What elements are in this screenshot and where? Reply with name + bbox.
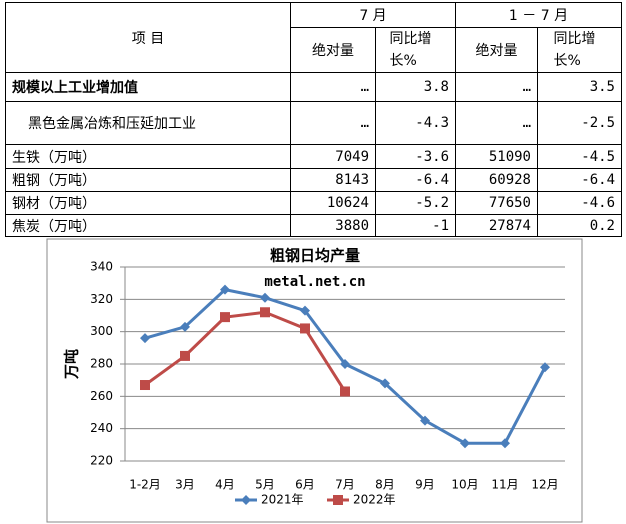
table-cell: 60928: [455, 168, 538, 192]
point: [500, 438, 510, 449]
header-column: 绝对量: [290, 27, 376, 73]
x-tick-label: 5月: [255, 478, 275, 492]
point: [260, 292, 270, 303]
table-row: 焦炭（万吨） 3880 -1 27874 0.2: [5, 214, 622, 237]
table-cell: 焦炭（万吨）: [5, 214, 291, 237]
chart-frame: [46, 238, 583, 523]
chart-subtitle: metal.net.cn: [264, 274, 365, 290]
table-row: 粗钢（万吨） 8143 -6.4 60928 -6.4: [5, 168, 622, 192]
y-tick-label: 220: [90, 454, 113, 468]
x-tick-label: 10月: [451, 478, 478, 492]
y-tick-label: 240: [90, 421, 113, 435]
header-column: 绝对量: [455, 27, 538, 73]
legend-marker: [241, 495, 251, 505]
x-tick-label: 11月: [491, 478, 518, 492]
header-column: 同比增长%: [537, 27, 622, 73]
table-cell: -3.6: [375, 144, 456, 169]
table-cell: …: [290, 101, 376, 145]
table-row: 黑色金属冶炼和压延加工业… -4.3… -2.5: [5, 101, 622, 145]
point: [180, 321, 190, 332]
table-cell: -4.3: [375, 101, 456, 145]
table-cell: 生铁（万吨）: [5, 144, 291, 169]
x-tick-label: 6月: [295, 478, 315, 492]
table-cell: 钢材（万吨）: [5, 191, 291, 215]
point: [300, 323, 310, 334]
table-cell: 77650: [455, 191, 538, 215]
chart-title: 粗钢日均产量: [270, 247, 360, 265]
table-cell: …: [455, 72, 538, 102]
y-axis-label: 万吨: [63, 349, 81, 380]
table-cell: 10624: [290, 191, 376, 215]
header-column: 同比增长%: [375, 27, 456, 73]
y-tick-label: 340: [90, 260, 113, 274]
header-item: 项 目: [5, 2, 291, 73]
table-cell: …: [290, 72, 376, 102]
series-line: [144, 310, 347, 393]
table-row: 生铁（万吨） 7049 -3.6 51090 -4.5: [5, 144, 622, 169]
x-tick-label: 7月: [335, 478, 355, 492]
table-cell: 8143: [290, 168, 376, 192]
point: [260, 307, 270, 318]
table-cell: 3.8: [375, 72, 456, 102]
point: [340, 359, 350, 369]
point: [420, 415, 430, 426]
table-cell: -5.2: [375, 191, 456, 215]
table-cell: 黑色金属冶炼和压延加工业: [5, 101, 291, 145]
table-row: 规模以上工业增加值… 3.8… 3.5: [5, 72, 622, 102]
table-cell: -6.4: [537, 168, 622, 192]
table-cell: -6.4: [375, 168, 456, 192]
table-cell: 0.2: [537, 214, 622, 237]
table-cell: -4.5: [537, 144, 622, 169]
y-tick-label: 320: [90, 292, 113, 306]
table-row: 钢材（万吨） 10624 -5.2 77650 -4.6: [5, 191, 622, 215]
chart: 粗钢日均产量 metal.net.cn 万吨 220 240 260 280 300 320 34…: [46, 238, 583, 523]
y-tick-label: 300: [90, 324, 113, 338]
table-cell: …: [455, 101, 538, 145]
y-tick-label: 260: [90, 389, 113, 403]
x-tick-label: 8月: [375, 478, 395, 492]
x-tick-label: 4月: [215, 478, 235, 492]
point: [180, 350, 190, 361]
point: [380, 378, 390, 389]
table-cell: 27874: [455, 214, 538, 237]
x-tick-label: 1-2月: [129, 478, 161, 492]
table-cell: 51090: [455, 144, 538, 169]
x-tick-label: 9月: [415, 478, 435, 492]
table-cell: 7049: [290, 144, 376, 169]
table-cell: -1: [375, 214, 456, 237]
point: [220, 284, 230, 295]
data-table: 项 目 7 月 1 － 7 月 绝对量 同比增长% 绝对量 同比增长% 规模以上…: [5, 2, 622, 237]
point: [540, 362, 550, 373]
x-tick-label: 3月: [175, 478, 195, 492]
table-cell: 粗钢（万吨）: [5, 168, 291, 192]
legend-label: 2022年: [353, 493, 396, 507]
table-cell: 3.5: [537, 72, 622, 102]
legend-label: 2021年: [261, 493, 304, 507]
point: [220, 312, 230, 323]
header-text: 同比增长%: [553, 31, 596, 69]
point: [140, 333, 150, 344]
point: [300, 305, 310, 316]
header-group: 7 月: [290, 2, 456, 28]
point: [460, 438, 470, 449]
table-cell: -4.6: [537, 191, 622, 215]
legend-marker: [333, 495, 343, 505]
y-tick-label: 280: [90, 357, 113, 371]
point: [140, 380, 150, 391]
point: [340, 386, 350, 397]
header-text: 同比增长%: [389, 31, 432, 69]
table-cell: -2.5: [537, 101, 622, 145]
table-cell: 规模以上工业增加值: [5, 72, 291, 102]
x-tick-label: 12月: [531, 478, 558, 492]
header-group: 1 － 7 月: [455, 2, 622, 28]
table-cell: 3880: [290, 214, 376, 237]
